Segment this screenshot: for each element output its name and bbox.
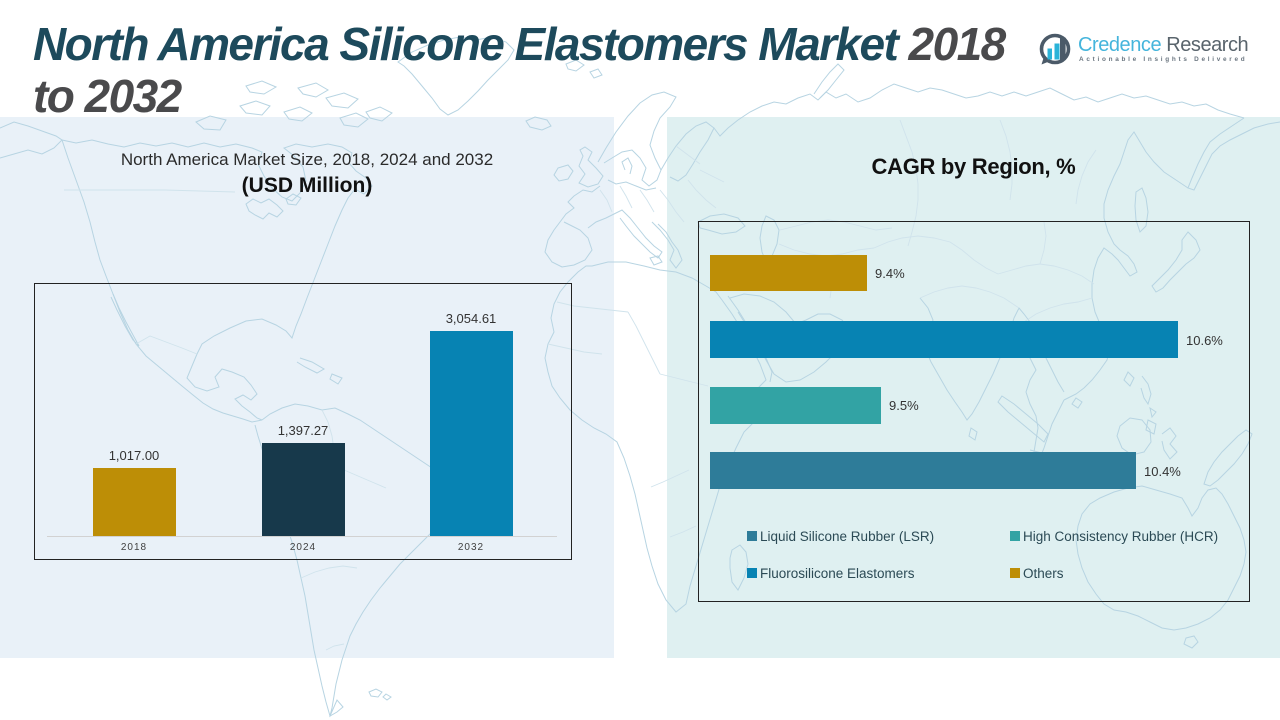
svg-text:Actionable Insights Delivered: Actionable Insights Delivered (1079, 56, 1247, 63)
svg-text:Credence Research: Credence Research (1078, 34, 1248, 56)
